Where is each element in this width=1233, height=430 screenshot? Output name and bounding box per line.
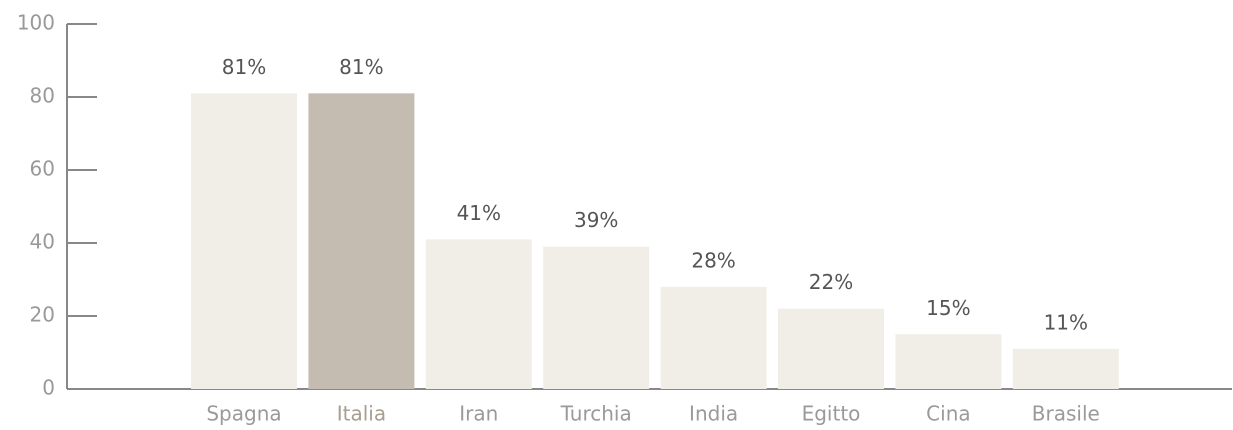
value-label: 22% (809, 270, 853, 294)
y-tick-label: 80 (30, 84, 55, 108)
x-tick-label: Spagna (206, 402, 281, 426)
y-tick-label: 40 (30, 230, 55, 254)
value-label: 81% (222, 55, 266, 79)
y-tick-label: 0 (42, 376, 55, 400)
y-tick-label: 100 (17, 11, 55, 35)
bar (1012, 348, 1119, 389)
bar (425, 239, 532, 389)
x-tick-label: India (689, 402, 738, 426)
x-tick-label: Cina (926, 402, 970, 426)
value-label: 11% (1044, 310, 1088, 334)
value-label: 41% (457, 201, 501, 225)
value-label: 81% (339, 55, 383, 79)
value-label: 28% (691, 248, 735, 272)
bar (308, 93, 415, 389)
bar (191, 93, 297, 389)
bar (660, 286, 767, 389)
bar (543, 246, 650, 389)
value-label: 39% (574, 208, 618, 232)
x-tick-label: Turchia (560, 402, 632, 426)
x-tick-label: Egitto (802, 402, 861, 426)
bar (778, 308, 884, 389)
value-label: 15% (926, 296, 970, 320)
y-tick-label: 20 (30, 303, 55, 327)
y-tick-label: 60 (30, 157, 55, 181)
bar (895, 334, 1002, 389)
x-tick-label: Iran (459, 402, 498, 426)
x-tick-label: Italia (337, 402, 386, 426)
x-tick-label: Brasile (1032, 402, 1100, 426)
